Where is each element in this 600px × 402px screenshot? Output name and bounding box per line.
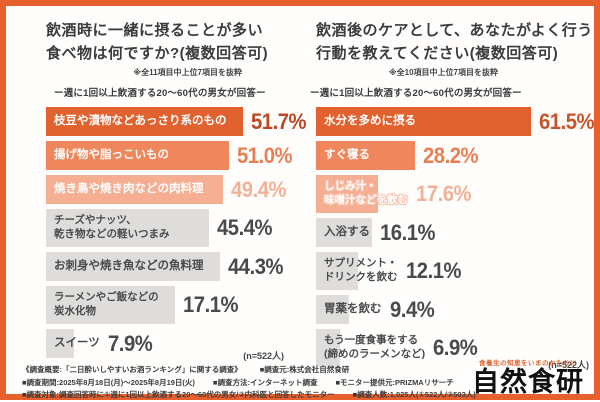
bar-row: ラーメンやご飯などの 炭水化物 17.1%: [46, 286, 294, 324]
bar: [46, 286, 175, 324]
bar-row: 水分を多めに摂る 61.5%: [316, 107, 596, 136]
bar-label: 焼き鳥や焼き肉などの肉料理: [54, 182, 204, 195]
bar-label: 枝豆や漬物などあっさり系のもの: [54, 114, 227, 127]
bar-row: お刺身や焼き魚などの魚料理 44.3%: [46, 252, 294, 281]
chart-title-line1: 飲酒時に一緒に摂ることが多い: [46, 22, 264, 39]
footer-item: ■調査対象:調査回答時に①週に1回以上飲酒する20〜60代の男女/②内科医と回答…: [22, 390, 335, 399]
bar: [316, 141, 415, 170]
bar-value: 9.4%: [389, 296, 435, 322]
bar-label: チーズやナッツ、 乾き物などの軽いつまみ: [54, 214, 170, 240]
bar-row: 揚げ物や脂っこいもの 51.0%: [46, 141, 294, 170]
bar: [316, 218, 373, 247]
bar-label: ラーメンやご飯などの 炭水化物: [54, 291, 159, 317]
bar: [46, 209, 209, 247]
bar-row: すぐ寝る 28.2%: [316, 141, 596, 170]
bar-label: 水分を多めに摂る: [324, 114, 416, 127]
bar: [46, 141, 229, 170]
bar-label: 揚げ物や脂っこいもの: [54, 148, 169, 161]
bar-row: 枝豆や漬物などあっさり系のもの 51.7%: [46, 107, 307, 136]
bar-value: 12.1%: [405, 258, 462, 283]
bar-row: しじみ汁・ 味噌汁などを飲む 17.6%: [316, 175, 596, 213]
bar-value: 17.6%: [416, 181, 472, 206]
bar-label: もう一度食事をする (締めのラーメンなど): [324, 334, 426, 360]
chart-title: 飲酒時に一緒に摂ることが多い 食べ物は何ですか?(複数回答可): [46, 20, 294, 65]
bar-rows: 枝豆や漬物などあっさり系のもの 51.7% 揚げ物や脂っこいもの 51.0% 焼き鳥や焼…: [46, 107, 307, 358]
bar-value: 28.2%: [422, 142, 479, 168]
chart-note: ※全11項目中上位7項目を抜粋: [133, 68, 242, 77]
chart-subtitle: ー週に1回以上飲酒する20〜60代の男女が回答ー: [54, 88, 266, 99]
bar-row: チーズやナッツ、 乾き物などの軽いつまみ 45.4%: [46, 209, 294, 247]
bar-label: 入浴する: [324, 225, 370, 238]
bar-value: 16.1%: [380, 219, 436, 245]
bar-row: 入浴する 16.1%: [316, 218, 596, 247]
bar: [316, 252, 359, 290]
bar-value: 61.5%: [539, 108, 595, 134]
footer-line: ■調査対象:調査回答時に①週に1回以上飲酒する20〜60代の男女/②内科医と回答…: [22, 389, 504, 402]
chart-title: 飲酒後のケアとして、あなたがよく行う 行動を教えてください(複数回答可): [316, 20, 596, 65]
chart-subtitle: ー週に1回以上飲酒する20〜60代の男女が回答ー: [310, 88, 522, 99]
bar-value: 17.1%: [183, 292, 239, 317]
footer-line: ■調査期間:2025年8月18日(月)〜2025年8月19日(火) ■調査方法:イ…: [22, 377, 504, 390]
bar: [46, 329, 75, 358]
footer-item: ■調査人数:1,025人(①522人/②503人): [352, 390, 476, 399]
brand-logo: 食養生の知恵をいまのかたちに 自然食研: [472, 357, 584, 398]
bar: [316, 175, 378, 213]
bar: [316, 107, 532, 136]
survey-footer: 《調査概要:「二日酔いしやすいお酒ランキング」に関する調査》 ■調査元:株式会社自…: [22, 364, 504, 402]
bar-value: 45.4%: [216, 215, 273, 240]
chart-title-line1: 飲酒後のケアとして、あなたがよく行う: [316, 22, 593, 39]
bar: [46, 175, 223, 204]
bar-value: 44.3%: [228, 253, 284, 279]
bar: [46, 107, 243, 136]
chart-note: ※全10項目中上位7項目を抜粋: [388, 68, 498, 77]
bar-row: スイーツ 7.9%: [46, 329, 294, 358]
bar-label: サプリメント・ ドリンクを飲む: [324, 257, 398, 283]
bar-row: もう一度食事をする (締めのラーメンなど) 6.9%: [316, 329, 596, 367]
bar-value: 49.4%: [230, 176, 287, 202]
footer-item: ■調査方法:インターネット調査: [212, 377, 318, 387]
bar-value: 7.9%: [107, 330, 153, 356]
chart-after-drinking-care: 飲酒後のケアとして、あなたがよく行う 行動を教えてください(複数回答可) ※全10…: [310, 20, 596, 371]
bar-value: 51.7%: [251, 108, 307, 134]
bar: [316, 295, 349, 324]
footer-item: ■調査元:株式会社自然食研: [259, 365, 350, 374]
bar-value: 6.9%: [433, 335, 478, 360]
bar-label: しじみ汁・ 味噌汁などを飲む: [324, 180, 408, 206]
bar-label: お刺身や焼き魚などの魚料理: [54, 259, 204, 272]
chart-title-line2: 食べ物は何ですか?(複数回答可): [46, 44, 269, 62]
footer-line: 《調査概要:「二日酔いしやすいお酒ランキング」に関する調査》 ■調査元:株式会社自…: [22, 364, 504, 377]
bar-row: サプリメント・ ドリンクを飲む 12.1%: [316, 252, 596, 290]
chart-food-with-alcohol: 飲酒時に一緒に摂ることが多い 食べ物は何ですか?(複数回答可) ※全11項目中上位…: [46, 20, 307, 362]
brand-name: 自然食研: [472, 367, 584, 397]
bar-row: 焼き鳥や焼き肉などの肉料理 49.4%: [46, 175, 294, 204]
bar-label: 胃薬を飲む: [324, 302, 382, 315]
bar-row: 胃薬を飲む 9.4%: [316, 295, 596, 324]
footer-item: 《調査概要:「二日酔いしやすいお酒ランキング」に関する調査》: [22, 365, 242, 374]
bar: [46, 252, 220, 281]
sample-size: (n=522人): [243, 351, 284, 361]
chart-title-line2: 行動を教えてください(複数回答可): [316, 44, 559, 62]
footer-item: ■モニター提供元:PRIZMAリサーチ: [335, 377, 454, 387]
bar-label: すぐ寝る: [324, 148, 370, 161]
footer-item: ■調査期間:2025年8月18日(月)〜2025年8月19日(火): [22, 377, 195, 387]
bar-label: スイーツ: [54, 336, 100, 349]
bar-value: 51.0%: [236, 142, 293, 168]
brand-tagline: 食養生の知恵をいまのかたちに: [479, 360, 577, 367]
bar: [316, 329, 341, 367]
sample-size: (n=522人): [548, 360, 589, 370]
bar-rows: 水分を多めに摂る 61.5% すぐ寝る 28.2% しじみ汁・ 味噌汁などを飲む 17.6…: [316, 107, 596, 367]
